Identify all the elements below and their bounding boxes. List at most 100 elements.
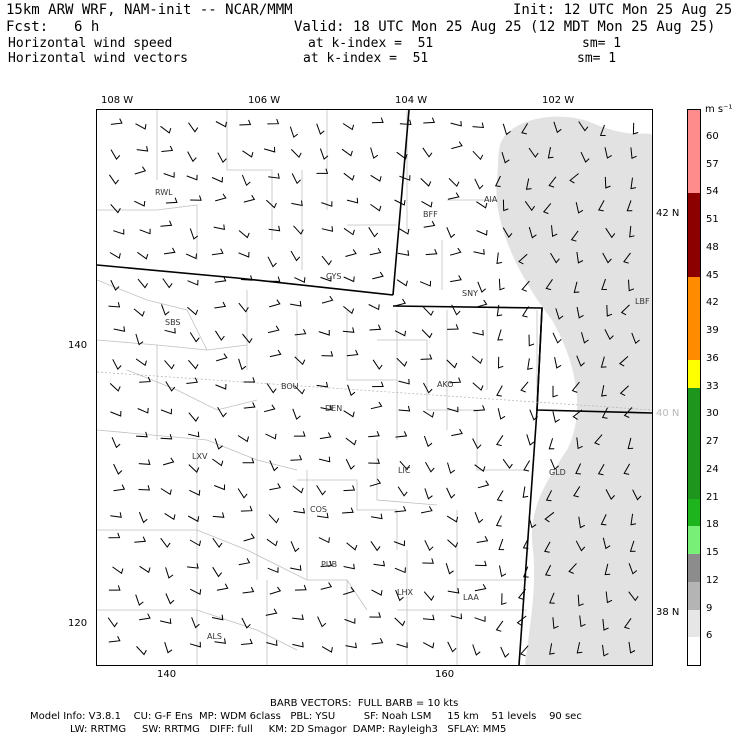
- station-lxv: LXV: [192, 452, 208, 461]
- wind-barb: [243, 402, 256, 409]
- wind-barb: [474, 178, 484, 190]
- wind-barb: [371, 637, 384, 645]
- wind-barb: [214, 330, 225, 341]
- wind-barb: [343, 172, 355, 181]
- wind-barb: [629, 225, 635, 238]
- wind-barb: [187, 279, 199, 286]
- wind-barb: [267, 567, 279, 574]
- wind-barb: [165, 593, 175, 605]
- wind-barb: [423, 591, 435, 601]
- colorbar-segment: [688, 581, 700, 610]
- wind-barb: [396, 151, 408, 160]
- wind-barb: [602, 537, 611, 550]
- colorbar-label: 24: [706, 463, 719, 475]
- wind-barb: [580, 151, 590, 163]
- wind-barb: [135, 358, 147, 367]
- wind-barb: [553, 121, 562, 134]
- wind-barb: [502, 227, 513, 238]
- wind-barb: [370, 203, 382, 212]
- wind-barb: [212, 566, 223, 578]
- wind-barb: [422, 558, 434, 564]
- wind-barb: [112, 359, 122, 370]
- wind-barb: [290, 149, 302, 159]
- wind-barb: [422, 614, 435, 621]
- wind-barb: [370, 147, 379, 159]
- wind-barb: [630, 513, 636, 526]
- wind-barb: [368, 227, 379, 238]
- station-den: DEN: [325, 404, 343, 413]
- wind-barb: [528, 334, 535, 347]
- wind-barb: [370, 541, 381, 552]
- station-bou: BOU: [281, 382, 299, 391]
- wind-barb: [263, 404, 276, 413]
- wind-barb: [447, 192, 460, 200]
- wind-barb: [318, 537, 330, 544]
- wind-barb: [188, 359, 199, 370]
- wind-barb: [293, 431, 306, 437]
- wind-barb: [549, 643, 555, 655]
- wind-barb: [187, 151, 197, 163]
- wind-barb: [291, 200, 303, 207]
- wind-barb: [109, 252, 121, 259]
- wind-barb: [108, 585, 121, 591]
- wind-barb: [623, 252, 631, 264]
- wind-barb: [343, 586, 355, 595]
- wind-barb: [600, 514, 607, 526]
- colorbar-segment: [688, 110, 700, 138]
- station-lic: LIC: [398, 466, 411, 475]
- wind-barb: [346, 349, 359, 357]
- colorbar-segment: [688, 637, 700, 665]
- wind-barb: [317, 512, 329, 519]
- wind-barb: [623, 463, 631, 475]
- top-tick-108w: 108 W: [101, 95, 134, 106]
- wind-barb: [316, 485, 326, 496]
- wind-barb: [451, 304, 461, 316]
- wind-barb: [618, 356, 629, 367]
- wind-barb: [243, 533, 255, 542]
- barb-legend: BARB VECTORS: FULL BARB = 10 kts: [270, 698, 459, 709]
- wind-barb: [516, 615, 527, 626]
- model-title: 15km ARW WRF, NAM-init -- NCAR/MMM: [6, 2, 293, 18]
- wind-barb: [110, 279, 120, 291]
- wind-barb: [373, 560, 386, 567]
- colorbar-segment: [688, 526, 700, 554]
- wind-barb: [472, 438, 482, 450]
- wind-barb: [476, 201, 488, 209]
- wind-barb: [139, 376, 151, 383]
- wind-barb: [186, 377, 199, 384]
- wind-barb: [341, 148, 353, 157]
- wind-barb: [134, 200, 146, 207]
- wind-barb: [294, 584, 307, 591]
- wind-barb: [630, 147, 637, 160]
- wind-barb: [396, 357, 408, 367]
- wind-barb: [423, 410, 435, 418]
- wind-barb: [321, 201, 333, 207]
- wind-barb: [290, 541, 300, 553]
- colorbar-label: 21: [706, 491, 719, 503]
- wind-barb: [165, 567, 174, 579]
- wind-barb: [237, 435, 249, 443]
- wind-barb: [605, 227, 616, 239]
- wind-barb: [369, 324, 382, 331]
- right-tick-38n: 38 N: [656, 607, 680, 618]
- wind-barb: [472, 329, 484, 336]
- wind-barb: [190, 195, 202, 201]
- wind-barb: [394, 298, 406, 307]
- station-pub: PUB: [321, 560, 338, 569]
- wind-barb: [139, 228, 151, 235]
- wind-barb: [447, 588, 460, 594]
- wind-barb: [164, 327, 176, 334]
- wind-barb: [628, 591, 639, 602]
- wind-barb: [449, 247, 462, 256]
- wind-barb: [265, 433, 277, 440]
- wind-barb: [447, 406, 459, 413]
- wind-barb: [395, 431, 408, 438]
- wind-barb: [216, 353, 228, 362]
- colorbar: [687, 109, 701, 666]
- wind-barb: [570, 230, 579, 242]
- colorbar-segment: [688, 554, 700, 582]
- wind-barb: [292, 485, 304, 494]
- wind-barb: [370, 174, 382, 182]
- wind-barb: [628, 279, 635, 292]
- wind-barb: [189, 332, 200, 343]
